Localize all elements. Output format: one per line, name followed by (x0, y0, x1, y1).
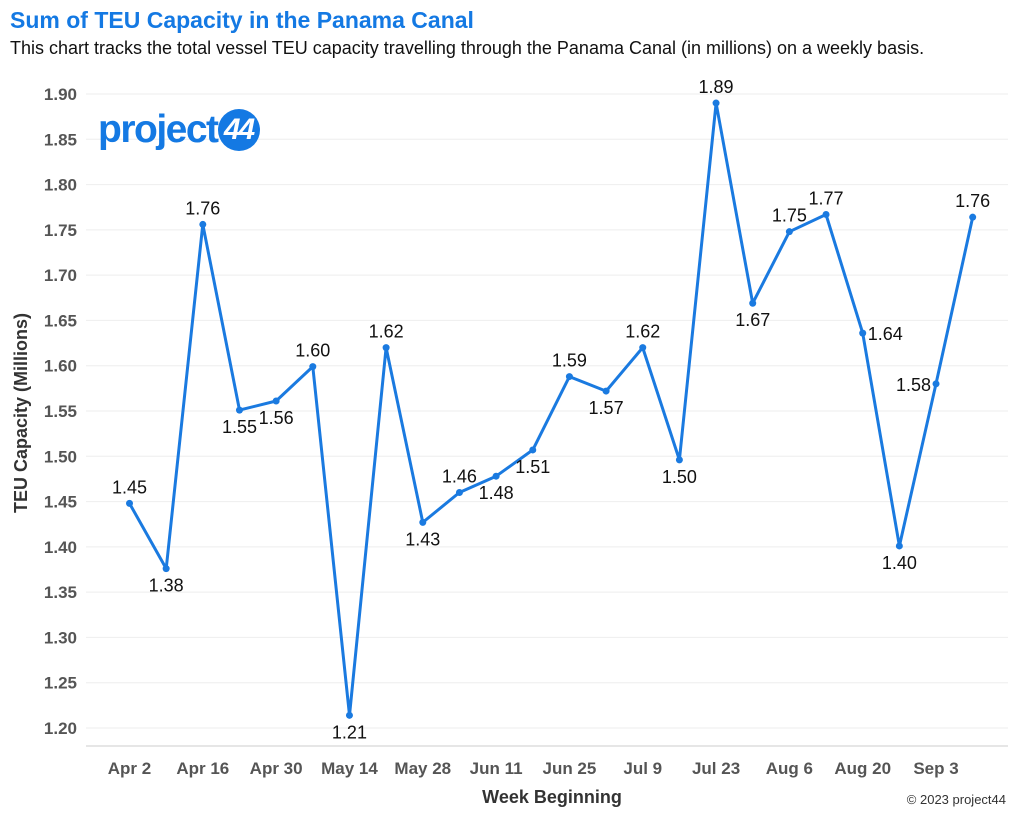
x-tick-label: Jul 23 (692, 759, 740, 778)
y-tick-label: 1.80 (44, 176, 77, 195)
series-polyline (128, 101, 975, 717)
copyright-notice: © 2023 project44 (906, 792, 1006, 807)
data-point (565, 373, 573, 381)
x-tick-labels: Apr 2 Apr 16 Apr 30 May 14 May 28 Jun 11 Jun 2… (108, 759, 959, 778)
data-label: 1.64 (868, 324, 903, 344)
data-label: 1.48 (479, 483, 514, 503)
gridlines (86, 93, 1008, 729)
data-point (235, 406, 243, 414)
data-point (199, 220, 207, 228)
x-tick-label: Jun 11 (470, 759, 523, 778)
data-label: 1.38 (149, 576, 184, 596)
data-point (712, 99, 720, 107)
y-tick-label: 1.50 (44, 447, 77, 466)
data-points (126, 99, 977, 719)
y-tick-label: 1.40 (44, 538, 77, 557)
data-label: 1.75 (772, 206, 807, 226)
data-point (785, 228, 793, 236)
y-tick-label: 1.35 (44, 583, 77, 602)
data-point (932, 380, 940, 388)
data-point (492, 472, 500, 480)
x-tick-label: May 28 (394, 759, 451, 778)
data-point (455, 489, 463, 497)
data-point (602, 387, 610, 395)
data-label: 1.56 (259, 408, 294, 428)
x-axis-title: Week Beginning (482, 787, 622, 807)
data-labels: 1.45 1.38 1.76 1.55 1.56 1.60 1.21 1.62 1.43 1.46… (112, 77, 990, 742)
data-label: 1.43 (405, 529, 440, 549)
x-tick-label: Apr 16 (176, 759, 229, 778)
x-tick-label: Jul 9 (623, 759, 662, 778)
data-point (382, 344, 390, 352)
data-point (639, 344, 647, 352)
y-tick-label: 1.85 (44, 130, 77, 149)
data-label: 1.51 (515, 457, 550, 477)
data-label: 1.59 (552, 351, 587, 371)
data-point (162, 565, 170, 573)
data-point (126, 499, 133, 507)
x-tick-label: Aug 20 (834, 759, 891, 778)
data-label: 1.55 (222, 417, 257, 437)
data-point (272, 397, 280, 405)
data-label: 1.67 (735, 310, 770, 330)
data-label: 1.57 (589, 398, 624, 418)
logo-text: project (98, 108, 219, 151)
data-label: 1.58 (896, 375, 931, 395)
data-label: 1.60 (295, 341, 330, 361)
series-line (128, 101, 975, 717)
data-point (969, 213, 977, 221)
data-point (529, 446, 537, 454)
x-tick-label: Jun 25 (542, 759, 596, 778)
data-point (309, 363, 317, 371)
data-label: 1.45 (112, 477, 147, 497)
data-label: 1.21 (332, 722, 367, 742)
x-tick-label: Aug 6 (766, 759, 813, 778)
data-point (859, 329, 867, 337)
y-axis-title: TEU Capacity (Millions) (11, 313, 31, 513)
x-tick-label: Apr 2 (108, 759, 151, 778)
data-label: 1.40 (882, 553, 917, 573)
data-label: 1.77 (809, 188, 844, 208)
data-label: 1.62 (369, 322, 404, 342)
x-tick-label: May 14 (321, 759, 378, 778)
x-tick-label: Apr 30 (250, 759, 303, 778)
data-point (822, 210, 830, 218)
data-point (895, 542, 903, 550)
data-label: 1.76 (955, 191, 990, 211)
data-label: 1.50 (662, 467, 697, 487)
y-tick-label: 1.55 (44, 402, 77, 421)
data-point (345, 711, 353, 719)
y-tick-label: 1.30 (44, 628, 77, 647)
y-tick-label: 1.90 (44, 85, 77, 104)
data-label: 1.46 (442, 467, 477, 487)
y-tick-label: 1.65 (44, 311, 77, 330)
logo-badge: 44 (217, 109, 260, 151)
project44-logo: project 44 (98, 108, 260, 152)
chart-title: Sum of TEU Capacity in the Panama Canal (10, 7, 474, 33)
y-tick-label: 1.45 (44, 493, 77, 512)
data-label: 1.62 (625, 322, 660, 342)
data-point (675, 456, 683, 464)
y-tick-label: 1.25 (44, 674, 77, 693)
data-label: 1.89 (699, 77, 734, 97)
y-tick-label: 1.70 (44, 266, 77, 285)
x-tick-label: Sep 3 (913, 759, 958, 778)
y-tick-label: 1.60 (44, 357, 77, 376)
data-point (419, 518, 427, 526)
y-tick-label: 1.20 (44, 719, 77, 738)
data-label: 1.76 (185, 198, 220, 218)
y-tick-label: 1.75 (44, 221, 77, 240)
y-tick-labels: 1.20 1.25 1.30 1.35 1.40 1.45 1.50 1.55 1.60 1.65… (44, 85, 77, 738)
data-point (749, 299, 757, 307)
chart-subtitle: This chart tracks the total vessel TEU c… (10, 38, 925, 58)
